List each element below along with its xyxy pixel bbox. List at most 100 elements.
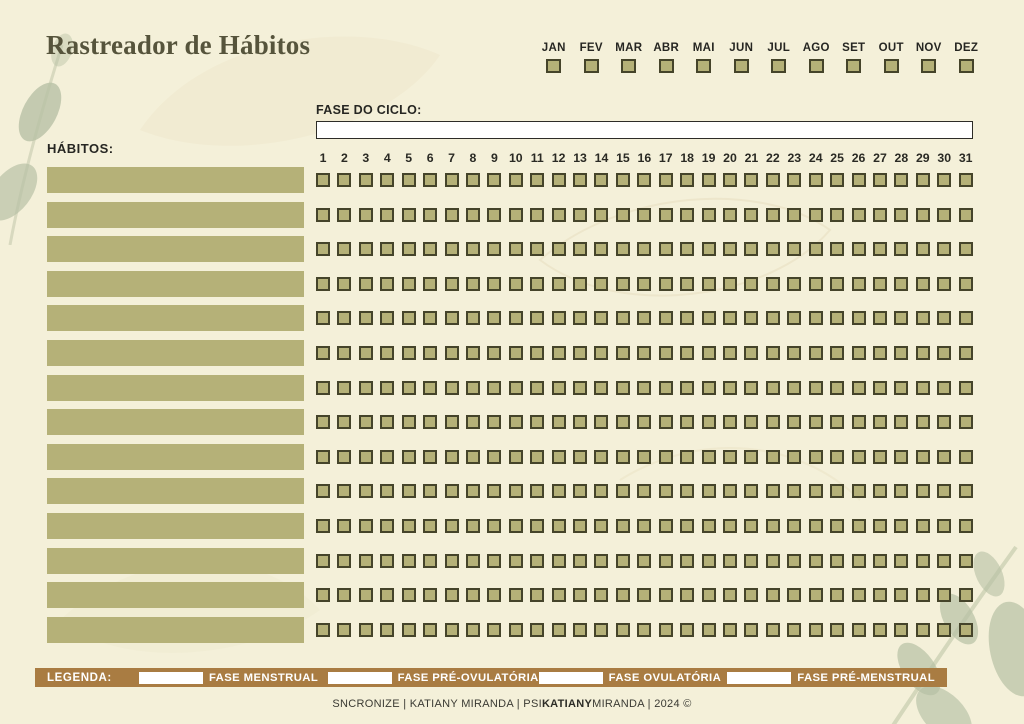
day-checkbox[interactable] <box>358 519 373 533</box>
day-checkbox[interactable] <box>401 173 416 187</box>
day-checkbox[interactable] <box>808 484 823 499</box>
day-checkbox[interactable] <box>444 276 459 291</box>
habit-row-bar[interactable] <box>47 582 304 609</box>
day-checkbox[interactable] <box>872 449 887 464</box>
day-checkbox[interactable] <box>380 380 395 395</box>
day-checkbox[interactable] <box>530 173 545 187</box>
day-checkbox[interactable] <box>744 553 759 568</box>
day-checkbox[interactable] <box>444 173 459 187</box>
day-checkbox[interactable] <box>380 519 395 533</box>
day-checkbox[interactable] <box>830 588 845 603</box>
day-checkbox[interactable] <box>851 276 866 291</box>
day-checkbox[interactable] <box>465 484 480 499</box>
day-checkbox[interactable] <box>487 415 502 430</box>
day-checkbox[interactable] <box>808 311 823 326</box>
day-checkbox[interactable] <box>701 415 716 430</box>
day-checkbox[interactable] <box>401 207 416 222</box>
day-checkbox[interactable] <box>594 173 609 187</box>
day-checkbox[interactable] <box>316 588 330 603</box>
day-checkbox[interactable] <box>637 484 652 499</box>
day-checkbox[interactable] <box>680 588 695 603</box>
day-checkbox[interactable] <box>615 622 630 637</box>
day-checkbox[interactable] <box>701 449 716 464</box>
day-checkbox[interactable] <box>658 449 673 464</box>
day-checkbox[interactable] <box>658 276 673 291</box>
day-checkbox[interactable] <box>830 415 845 430</box>
day-checkbox[interactable] <box>787 415 802 430</box>
day-checkbox[interactable] <box>723 622 738 637</box>
day-checkbox[interactable] <box>723 449 738 464</box>
day-checkbox[interactable] <box>551 207 566 222</box>
day-checkbox[interactable] <box>723 173 738 187</box>
day-checkbox[interactable] <box>444 622 459 637</box>
habit-row-bar[interactable] <box>47 547 304 574</box>
day-checkbox[interactable] <box>894 173 909 187</box>
day-checkbox[interactable] <box>744 173 759 187</box>
day-checkbox[interactable] <box>444 380 459 395</box>
day-checkbox[interactable] <box>358 484 373 499</box>
day-checkbox[interactable] <box>701 207 716 222</box>
day-checkbox[interactable] <box>744 484 759 499</box>
day-checkbox[interactable] <box>615 415 630 430</box>
day-checkbox[interactable] <box>894 380 909 395</box>
day-checkbox[interactable] <box>423 242 438 257</box>
day-checkbox[interactable] <box>851 346 866 360</box>
day-checkbox[interactable] <box>615 242 630 257</box>
day-checkbox[interactable] <box>615 380 630 395</box>
day-checkbox[interactable] <box>851 242 866 257</box>
day-checkbox[interactable] <box>915 276 930 291</box>
day-checkbox[interactable] <box>680 553 695 568</box>
day-checkbox[interactable] <box>872 484 887 499</box>
day-checkbox[interactable] <box>658 588 673 603</box>
day-checkbox[interactable] <box>337 519 352 533</box>
day-checkbox[interactable] <box>465 622 480 637</box>
day-checkbox[interactable] <box>358 622 373 637</box>
day-checkbox[interactable] <box>401 415 416 430</box>
day-checkbox[interactable] <box>551 484 566 499</box>
day-checkbox[interactable] <box>444 588 459 603</box>
day-checkbox[interactable] <box>637 449 652 464</box>
day-checkbox[interactable] <box>487 173 502 187</box>
day-checkbox[interactable] <box>444 484 459 499</box>
day-checkbox[interactable] <box>337 622 352 637</box>
day-checkbox[interactable] <box>872 173 887 187</box>
day-checkbox[interactable] <box>508 449 523 464</box>
day-checkbox[interactable] <box>508 415 523 430</box>
day-checkbox[interactable] <box>337 588 352 603</box>
day-checkbox[interactable] <box>551 449 566 464</box>
day-checkbox[interactable] <box>551 242 566 257</box>
day-checkbox[interactable] <box>401 484 416 499</box>
day-checkbox[interactable] <box>487 484 502 499</box>
day-checkbox[interactable] <box>830 276 845 291</box>
day-checkbox[interactable] <box>915 242 930 257</box>
day-checkbox[interactable] <box>851 380 866 395</box>
day-checkbox[interactable] <box>337 415 352 430</box>
habit-row-bar[interactable] <box>47 616 304 643</box>
day-checkbox[interactable] <box>508 173 523 187</box>
day-checkbox[interactable] <box>487 207 502 222</box>
day-checkbox[interactable] <box>573 346 588 360</box>
day-checkbox[interactable] <box>551 276 566 291</box>
day-checkbox[interactable] <box>380 449 395 464</box>
day-checkbox[interactable] <box>658 415 673 430</box>
day-checkbox[interactable] <box>465 588 480 603</box>
day-checkbox[interactable] <box>465 311 480 326</box>
day-checkbox[interactable] <box>958 588 973 603</box>
day-checkbox[interactable] <box>573 276 588 291</box>
day-checkbox[interactable] <box>872 311 887 326</box>
day-checkbox[interactable] <box>637 207 652 222</box>
day-checkbox[interactable] <box>765 553 780 568</box>
day-checkbox[interactable] <box>401 449 416 464</box>
day-checkbox[interactable] <box>444 311 459 326</box>
day-checkbox[interactable] <box>787 242 802 257</box>
day-checkbox[interactable] <box>380 207 395 222</box>
day-checkbox[interactable] <box>851 207 866 222</box>
day-checkbox[interactable] <box>637 173 652 187</box>
day-checkbox[interactable] <box>637 311 652 326</box>
day-checkbox[interactable] <box>316 173 330 187</box>
day-checkbox[interactable] <box>316 553 330 568</box>
day-checkbox[interactable] <box>851 519 866 533</box>
day-checkbox[interactable] <box>530 449 545 464</box>
habit-row-bar[interactable] <box>47 478 304 505</box>
day-checkbox[interactable] <box>637 553 652 568</box>
